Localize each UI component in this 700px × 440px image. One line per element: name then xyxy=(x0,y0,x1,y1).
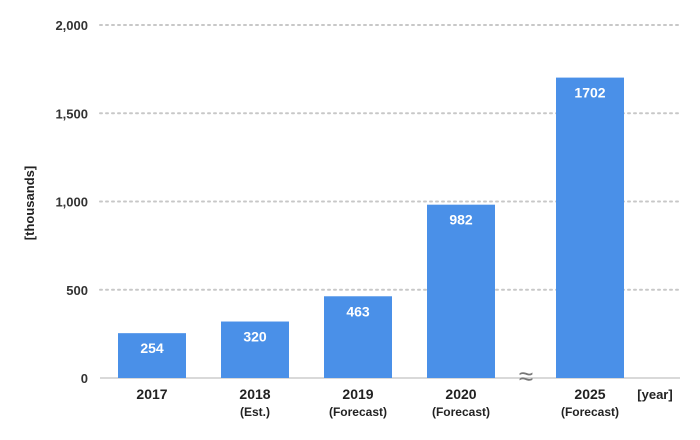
bar-2019 xyxy=(324,296,392,378)
category-sublabel: (Est.) xyxy=(240,405,270,419)
y-tick-label: 2,000 xyxy=(55,18,88,33)
value-label: 982 xyxy=(449,212,473,228)
category-labels: 2017 2018 (Est.) 2019 (Forecast) 2020 (Forecas… xyxy=(136,386,619,419)
category-sublabel: (Forecast) xyxy=(329,405,387,419)
value-label: 463 xyxy=(346,303,370,319)
y-axis-label: [thousands] xyxy=(22,166,37,240)
category-label: 2025 xyxy=(574,386,605,402)
bar-2020 xyxy=(427,204,495,378)
category-label: 2018 xyxy=(239,386,270,402)
axis-break-symbol: ≈ xyxy=(519,361,533,391)
value-label: 320 xyxy=(243,329,267,345)
y-tick-label: 500 xyxy=(66,283,88,298)
bar-2017 xyxy=(118,333,186,378)
category-label: 2019 xyxy=(342,386,373,402)
value-label: 1702 xyxy=(574,85,605,101)
bar-2018 xyxy=(221,321,289,378)
bar-2025 xyxy=(556,77,624,379)
x-axis-label: [year] xyxy=(637,387,672,402)
value-label: 254 xyxy=(140,340,164,356)
category-sublabel: (Forecast) xyxy=(561,405,619,419)
value-labels: 254 320 463 982 1702 xyxy=(140,85,605,357)
bars xyxy=(118,77,624,379)
y-tick-label: 1,000 xyxy=(55,195,88,210)
gridlines xyxy=(99,24,681,291)
y-tick-labels: 0 500 1,000 1,500 2,000 xyxy=(55,18,88,386)
category-sublabel: (Forecast) xyxy=(432,405,490,419)
category-label: 2020 xyxy=(445,386,476,402)
y-tick-label: 1,500 xyxy=(55,106,88,121)
y-tick-label: 0 xyxy=(81,371,88,386)
category-label: 2017 xyxy=(136,386,167,402)
